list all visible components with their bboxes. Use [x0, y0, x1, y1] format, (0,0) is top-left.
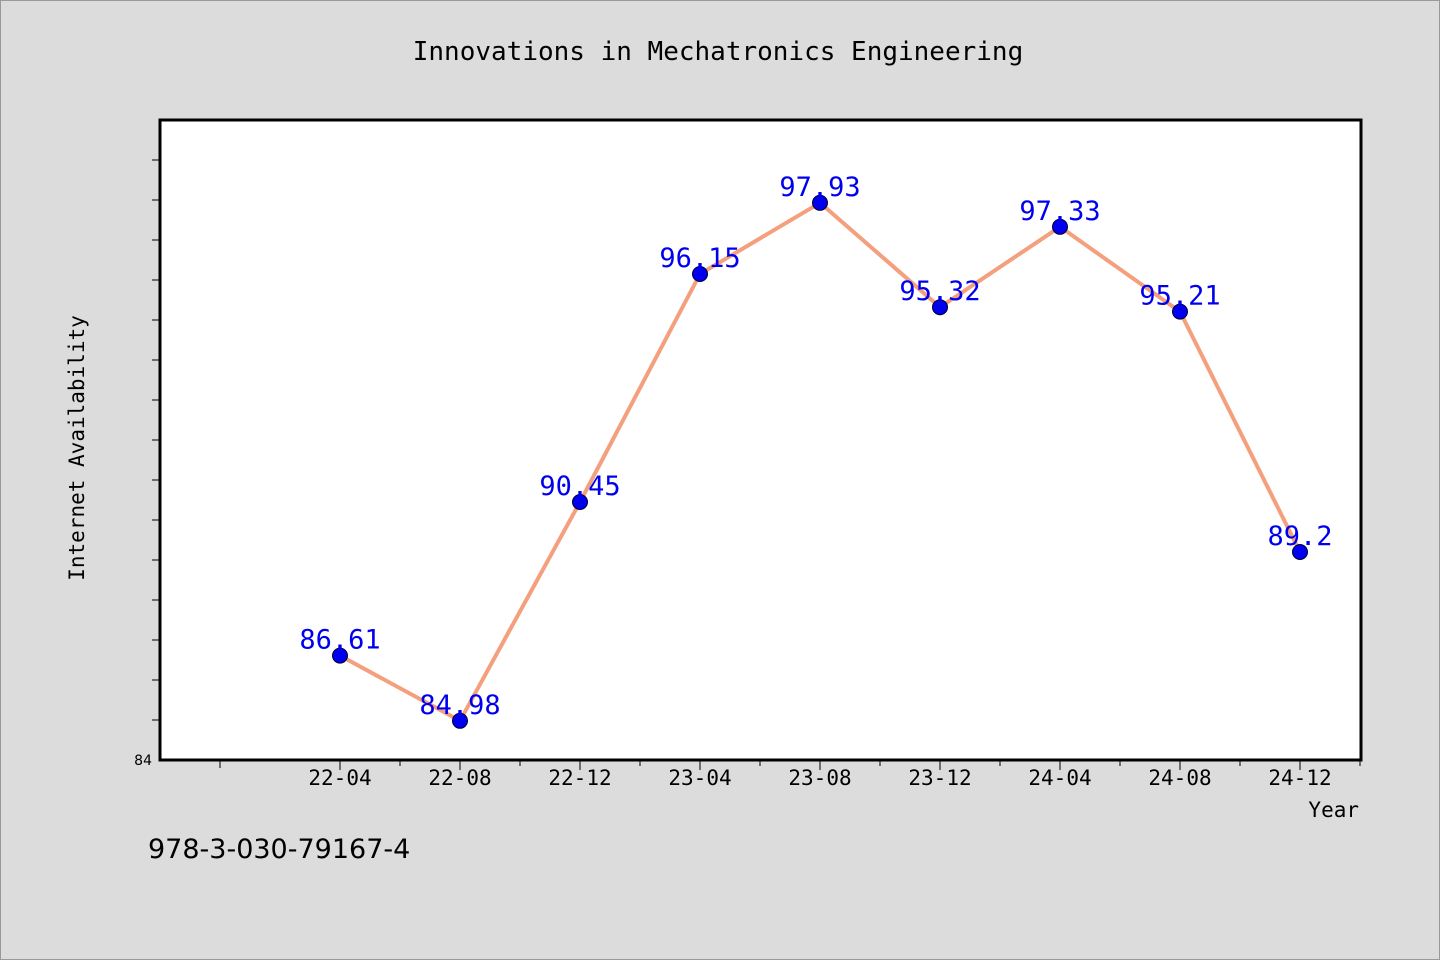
data-point	[332, 647, 348, 664]
data-label: 95.32	[899, 276, 980, 307]
x-tick-label: 24-08	[1148, 766, 1211, 790]
data-label: 96.15	[659, 243, 740, 274]
x-tick-label: 24-04	[1028, 766, 1091, 790]
data-point	[452, 712, 468, 729]
x-tick-label: 23-08	[788, 766, 851, 790]
series-layer: 86.61 84.98 90.45 96.15 97.93 95.32 97.33 95.21…	[299, 172, 1333, 729]
y-axis-ticks: 84	[134, 159, 159, 769]
y-tick-label: 84	[134, 753, 152, 769]
data-label: 84.98	[419, 690, 500, 721]
isbn-text: 978-3-030-79167-4	[148, 834, 411, 865]
data-point	[1052, 218, 1068, 235]
data-label: 97.93	[779, 172, 860, 203]
data-point	[812, 194, 828, 211]
x-tick-label: 23-04	[668, 766, 731, 790]
data-label: 89.2	[1267, 521, 1332, 552]
x-tick-label: 22-04	[308, 766, 371, 790]
chart-title: Innovations in Mechatronics Engineering	[413, 37, 1023, 67]
data-point	[1292, 544, 1308, 560]
x-tick-label: 22-08	[428, 766, 491, 790]
data-point	[572, 494, 588, 510]
x-tick-label: 22-12	[548, 766, 611, 790]
plot-area	[158, 118, 1363, 762]
x-tick-label: 24-12	[1268, 766, 1331, 790]
data-label: 90.45	[539, 471, 620, 502]
data-point	[1172, 303, 1188, 320]
x-tick-label: 23-12	[908, 766, 971, 790]
y-axis-label: Internet Availability	[65, 315, 89, 581]
data-label: 86.61	[299, 625, 380, 656]
data-label: 95.21	[1139, 281, 1220, 312]
data-point	[932, 299, 948, 316]
data-label: 97.33	[1019, 196, 1100, 227]
x-axis-ticks: 22-04 22-08 22-12 23-04 23-08 23-12 24-04 24-08…	[219, 761, 1361, 790]
x-axis-label: Year	[1308, 798, 1359, 822]
data-point	[692, 266, 708, 282]
